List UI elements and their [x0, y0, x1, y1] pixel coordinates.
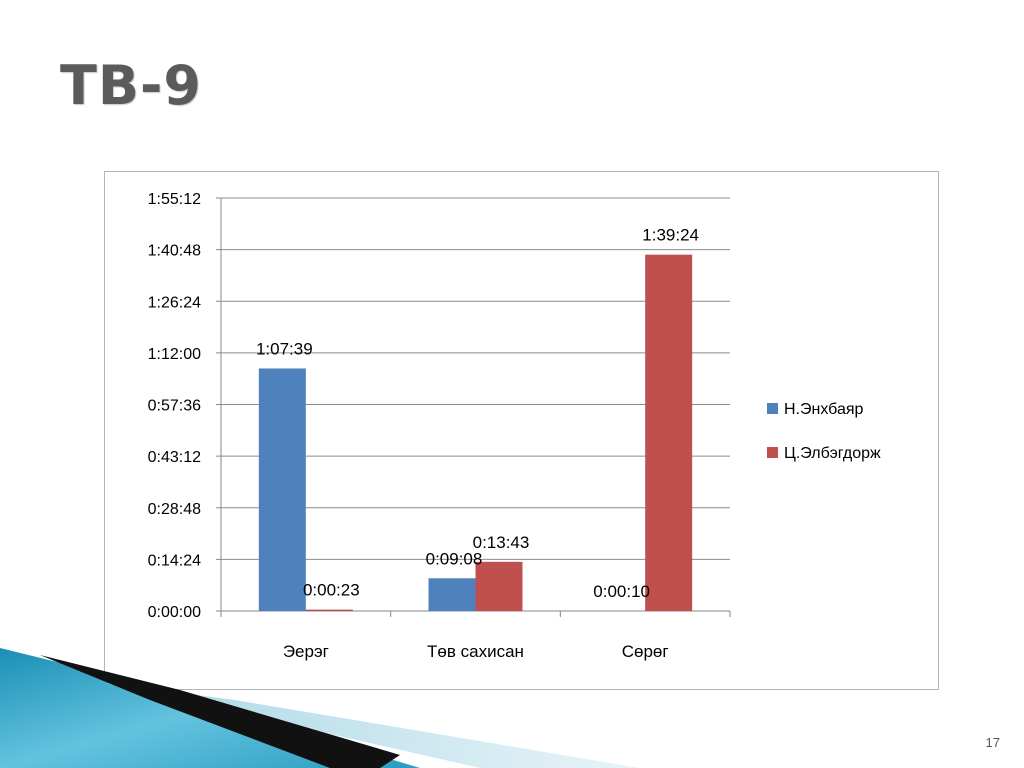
bar-chart: 0:00:00 0:14:24 0:28:48 0:43:12 0:57:36 1:12:… — [148, 191, 881, 661]
y-tick-label: 1:12:00 — [148, 346, 201, 363]
y-tick-label: 0:28:48 — [148, 501, 201, 518]
y-tick-label: 0:57:36 — [148, 398, 201, 415]
data-label: 0:00:10 — [593, 582, 650, 601]
bar — [305, 609, 353, 611]
legend-label: Н.Энхбаяр — [784, 401, 864, 418]
chart-frame: 0:00:00 0:14:24 0:28:48 0:43:12 0:57:36 1:12:… — [104, 171, 939, 690]
slide-number: 17 — [985, 735, 1000, 750]
data-label: 1:39:24 — [642, 226, 699, 245]
y-tick-label: 0:43:12 — [148, 449, 201, 466]
data-label: 0:09:08 — [426, 549, 483, 568]
data-label: 0:13:43 — [473, 533, 530, 552]
bar — [645, 254, 693, 611]
slide-title: ТВ-9 — [60, 54, 202, 117]
x-tick-label: Сөрөг — [622, 642, 669, 661]
data-label: 1:07:39 — [256, 339, 313, 358]
legend-swatch — [767, 447, 778, 458]
bar — [475, 561, 523, 611]
data-label: 0:00:23 — [303, 581, 360, 600]
y-tick-label: 1:40:48 — [148, 243, 201, 260]
bar — [428, 578, 476, 611]
x-tick-label: Төв сахисан — [427, 642, 524, 661]
x-tick-label: Эерэг — [283, 642, 329, 661]
legend-label: Ц.Элбэгдорж — [784, 445, 881, 462]
bar — [258, 368, 306, 611]
y-tick-label: 1:26:24 — [148, 294, 201, 311]
y-tick-label: 1:55:12 — [148, 191, 201, 208]
legend-swatch — [767, 403, 778, 414]
y-tick-label: 0:00:00 — [148, 604, 201, 621]
y-tick-label: 0:14:24 — [148, 552, 201, 569]
